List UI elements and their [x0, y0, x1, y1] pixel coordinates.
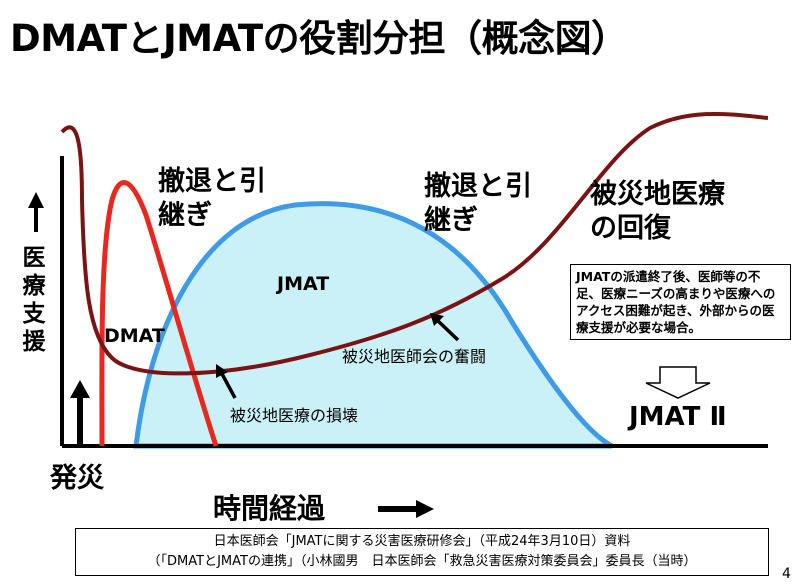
- page-title: DMATとJMATの役割分担（概念図）: [10, 17, 628, 60]
- dmat-curve: [99, 180, 219, 447]
- local-damage-pointer-icon: [216, 364, 237, 399]
- jmat-area: [133, 201, 614, 449]
- handover-2-label: 撤退と引 継ぎ: [424, 171, 532, 236]
- note-down-arrow-icon: [645, 366, 711, 399]
- y-axis-label: 医 療 支 援: [22, 245, 46, 355]
- local-damage-label: 被災地医療の損壊: [230, 406, 359, 425]
- local-medical-curve: [60, 111, 769, 376]
- jmat-label: JMAT: [277, 273, 330, 295]
- onset-label: 発災: [50, 463, 104, 494]
- source-citation: 日本医師会「JMATに関する災害医療研修会」（平成24年3月10日）資料 （「D…: [75, 528, 769, 576]
- x-axis-label: 時間経過: [213, 492, 326, 525]
- y-up-arrow-icon: [28, 192, 44, 232]
- time-arrow-icon: [378, 500, 434, 518]
- dmat-label: DMAT: [104, 325, 165, 347]
- page-number: 4: [782, 566, 791, 582]
- recovery-label: 被災地医療 の回復: [590, 179, 725, 244]
- onset-arrow-icon: [70, 380, 90, 446]
- source-line-1: 日本医師会「JMATに関する災害医療研修会」（平成24年3月10日）資料: [213, 534, 631, 549]
- local-association-pointer-icon: [430, 313, 460, 342]
- local-association-label: 被災地医師会の奮闘: [342, 347, 487, 366]
- jmat2-note-box: JMATの派遣終了後、医師等の不足、医療ニーズの高まりや医療へのアクセス困難が起…: [570, 264, 791, 340]
- jmat2-label: JMAT Ⅱ: [629, 402, 727, 432]
- handover-1-label: 撤退と引 継ぎ: [158, 166, 266, 231]
- source-line-2: （「DMATとJMATの連携」（小林國男 日本医師会「救急災害医療対策委員会」委…: [147, 554, 697, 569]
